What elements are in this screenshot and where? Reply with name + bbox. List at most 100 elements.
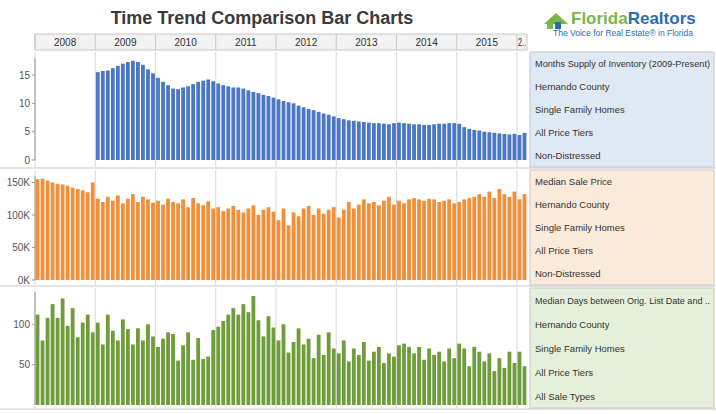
bar (452, 203, 456, 280)
info-box (530, 288, 714, 408)
bar (66, 326, 70, 405)
year-separator (336, 34, 337, 50)
bar (256, 93, 260, 160)
bar (51, 183, 55, 281)
bar (347, 120, 351, 160)
bar (101, 71, 105, 160)
bar (477, 194, 481, 280)
bar (56, 318, 60, 405)
bar (66, 186, 70, 280)
logo-part: Florida (571, 9, 628, 28)
chart-title: Median Days between Orig. List Date and … (535, 295, 710, 306)
bar (196, 82, 200, 160)
bar (357, 121, 361, 160)
y-tick-label: 100 (13, 319, 30, 330)
bar (417, 124, 421, 160)
bar (41, 340, 45, 405)
chart-root: Time Trend Comparison Bar ChartsFloridaR… (0, 0, 716, 414)
bar (327, 115, 331, 160)
bar (246, 312, 250, 405)
bar (111, 68, 115, 160)
bar (176, 361, 180, 405)
bar (121, 64, 125, 160)
bar (402, 203, 406, 280)
bar (502, 368, 506, 405)
bar (362, 199, 366, 280)
bar (513, 134, 517, 160)
bar (437, 202, 441, 280)
bar (96, 72, 100, 160)
bar (523, 194, 527, 280)
bar (166, 332, 170, 405)
bar (513, 363, 517, 405)
year-separator (215, 170, 216, 285)
bar (277, 340, 281, 405)
year-separator (456, 170, 457, 285)
bar (442, 124, 446, 160)
bar (357, 205, 361, 280)
bar (86, 315, 90, 405)
bar (322, 114, 326, 160)
panel-border (0, 168, 716, 169)
year-separator (396, 52, 397, 167)
bar (508, 352, 512, 405)
bar (111, 201, 115, 280)
bar (322, 355, 326, 405)
bar (457, 202, 461, 280)
bar (136, 202, 140, 280)
bar (412, 124, 416, 160)
year-separator (456, 34, 457, 50)
bar (262, 336, 266, 405)
y-tick (32, 182, 35, 183)
year-separator (275, 170, 276, 285)
bar (231, 206, 235, 280)
bar (317, 112, 321, 160)
bar (282, 324, 286, 405)
bar (171, 202, 175, 280)
bar (492, 198, 496, 280)
bar (402, 344, 406, 405)
annotation: Single Family Homes (535, 343, 625, 354)
y-tick-label: 50K (12, 242, 30, 253)
bar (166, 199, 170, 280)
annotation: Single Family Homes (535, 222, 625, 233)
bar (116, 196, 120, 281)
bar (437, 124, 441, 160)
bar (417, 347, 421, 405)
bar (518, 135, 522, 160)
bar (482, 197, 486, 280)
bar (372, 352, 376, 405)
logo-tagline: The Voice for Real Estate® in Florida (553, 28, 693, 38)
bar (487, 192, 491, 280)
bar (392, 123, 396, 160)
bar (497, 189, 501, 280)
year-separator (275, 288, 276, 408)
bar (146, 69, 150, 160)
bar (181, 199, 185, 280)
bar (312, 358, 316, 405)
info-box (530, 52, 714, 167)
y-tick-label: 15 (19, 70, 31, 81)
bar (523, 366, 527, 405)
bar (216, 84, 220, 161)
bar (226, 86, 230, 160)
bar (317, 209, 321, 281)
bar (131, 344, 135, 405)
annotation: Hernando County (535, 199, 610, 210)
panel: 051015Months Supply of Inventory (2009-P… (0, 52, 716, 168)
bar (96, 323, 100, 405)
bar (206, 80, 210, 160)
year-separator (155, 288, 156, 408)
bar (492, 133, 496, 160)
bar (523, 133, 527, 160)
bar (71, 308, 75, 405)
bar (497, 133, 501, 160)
bar (196, 338, 200, 405)
bar (417, 199, 421, 280)
bar (236, 87, 240, 160)
bar (392, 205, 396, 280)
background (0, 0, 716, 414)
y-tick (32, 324, 35, 325)
year-separator (215, 52, 216, 167)
year-separator (336, 170, 337, 285)
